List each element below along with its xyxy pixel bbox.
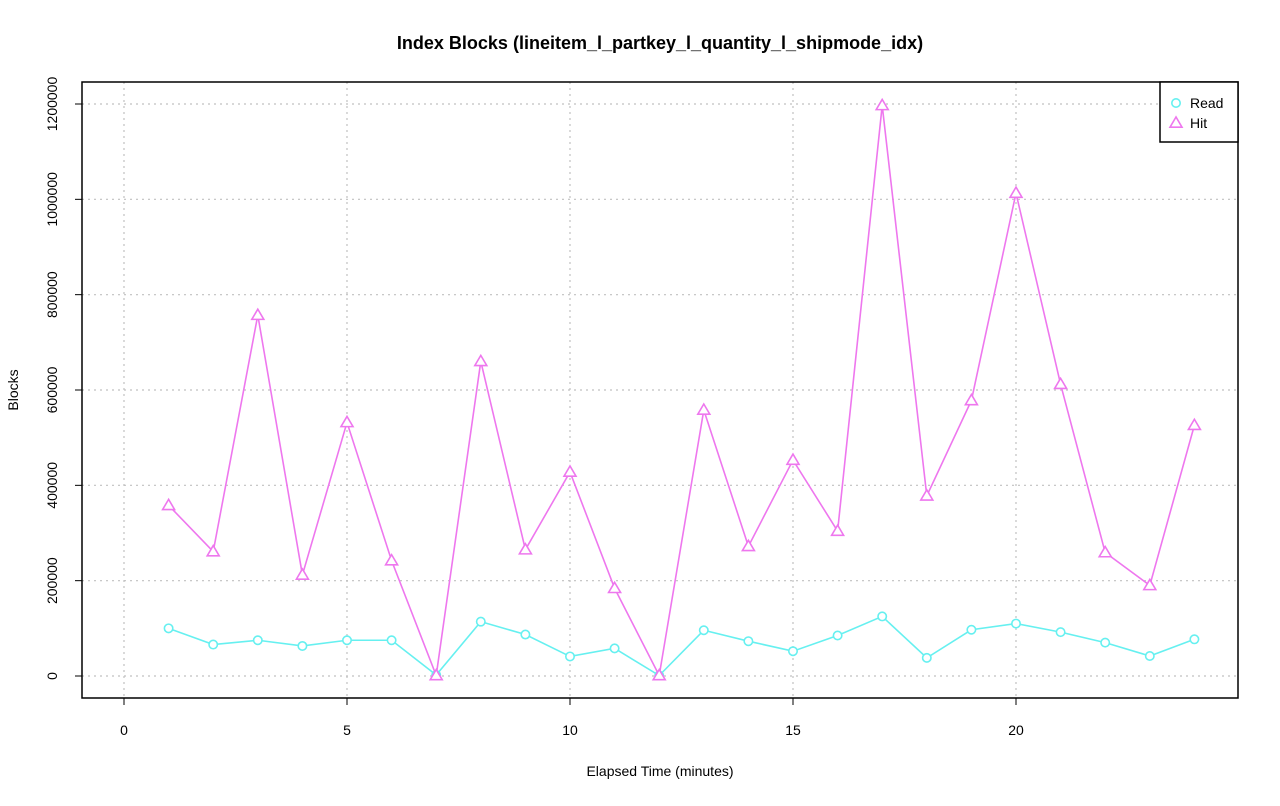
series-layer bbox=[161, 97, 1202, 681]
data-point-hit bbox=[651, 667, 667, 681]
data-point-hit bbox=[1187, 417, 1202, 431]
data-point-hit bbox=[785, 452, 801, 466]
legend: Read Hit bbox=[1159, 81, 1239, 143]
data-point-read bbox=[386, 635, 397, 646]
data-point-hit bbox=[1142, 577, 1158, 591]
data-point-read bbox=[1189, 634, 1200, 645]
data-point-hit bbox=[919, 488, 935, 501]
y-tick-label: 200000 bbox=[44, 557, 60, 604]
y-tick-label: 400000 bbox=[44, 462, 60, 509]
data-point-hit bbox=[384, 553, 399, 566]
data-point-read bbox=[252, 635, 263, 646]
series-hit bbox=[161, 97, 1202, 681]
data-point-hit bbox=[562, 464, 578, 477]
data-point-read bbox=[475, 616, 486, 627]
legend-marker-hit bbox=[1168, 115, 1184, 128]
data-point-hit bbox=[428, 667, 444, 681]
data-point-hit bbox=[741, 538, 756, 552]
data-point-hit bbox=[473, 353, 489, 367]
y-tick-label: 600000 bbox=[44, 366, 60, 413]
legend-label-hit: Hit bbox=[1190, 115, 1207, 131]
data-point-read bbox=[1100, 637, 1111, 648]
data-point-read bbox=[787, 646, 798, 657]
data-point-hit bbox=[874, 97, 890, 111]
x-tick-label: 0 bbox=[120, 722, 128, 738]
x-tick-label: 20 bbox=[1008, 722, 1024, 738]
data-point-read bbox=[832, 630, 843, 641]
legend-label-read: Read bbox=[1190, 95, 1223, 111]
x-tick-label: 10 bbox=[562, 722, 578, 738]
data-point-hit bbox=[1008, 185, 1024, 199]
data-point-hit bbox=[205, 544, 221, 557]
x-tick-label: 15 bbox=[785, 722, 801, 738]
data-point-read bbox=[1055, 627, 1066, 638]
data-point-read bbox=[1010, 618, 1021, 629]
y-axis-label: Blocks bbox=[5, 369, 21, 410]
axes: 0 5 10 15 20 0 200000 400000 600000 800000 1000000… bbox=[44, 77, 1024, 738]
data-point-read bbox=[341, 635, 352, 646]
data-point-hit bbox=[161, 497, 176, 511]
series-line-read bbox=[168, 615, 1195, 677]
data-point-hit bbox=[696, 402, 712, 416]
data-point-read bbox=[297, 640, 308, 651]
data-point-hit bbox=[518, 542, 533, 555]
x-axis-label: Elapsed Time (minutes) bbox=[586, 763, 733, 779]
data-point-read bbox=[877, 611, 888, 622]
grid bbox=[82, 82, 1238, 698]
y-tick-label: 1000000 bbox=[44, 172, 60, 227]
data-point-read bbox=[564, 651, 575, 662]
data-point-read bbox=[163, 623, 174, 634]
y-tick-label: 800000 bbox=[44, 271, 60, 318]
data-point-hit bbox=[1097, 544, 1113, 558]
data-point-read bbox=[609, 643, 620, 654]
data-point-read bbox=[966, 624, 977, 635]
y-tick-label: 1200000 bbox=[44, 77, 60, 132]
data-point-hit bbox=[830, 523, 845, 537]
data-point-hit bbox=[964, 392, 979, 406]
legend-box bbox=[1159, 81, 1239, 143]
data-point-hit bbox=[250, 307, 266, 321]
data-point-read bbox=[208, 639, 219, 650]
legend-marker-read bbox=[1171, 98, 1182, 109]
series-line-hit bbox=[168, 105, 1196, 679]
chart-title: Index Blocks (lineitem_l_partkey_l_quant… bbox=[397, 33, 923, 53]
x-tick-label: 5 bbox=[343, 722, 351, 738]
y-tick-label: 0 bbox=[44, 672, 60, 680]
series-read bbox=[163, 611, 1200, 681]
data-point-read bbox=[921, 652, 932, 663]
data-point-hit bbox=[339, 414, 355, 428]
data-point-hit bbox=[295, 567, 310, 580]
legend-item-hit: Hit bbox=[1168, 115, 1207, 131]
data-point-read bbox=[520, 629, 531, 640]
data-point-hit bbox=[1053, 376, 1068, 390]
data-point-read bbox=[1144, 650, 1155, 661]
legend-item-read: Read bbox=[1171, 95, 1223, 111]
data-point-read bbox=[698, 625, 709, 636]
data-point-read bbox=[743, 636, 754, 647]
data-point-hit bbox=[607, 580, 622, 594]
